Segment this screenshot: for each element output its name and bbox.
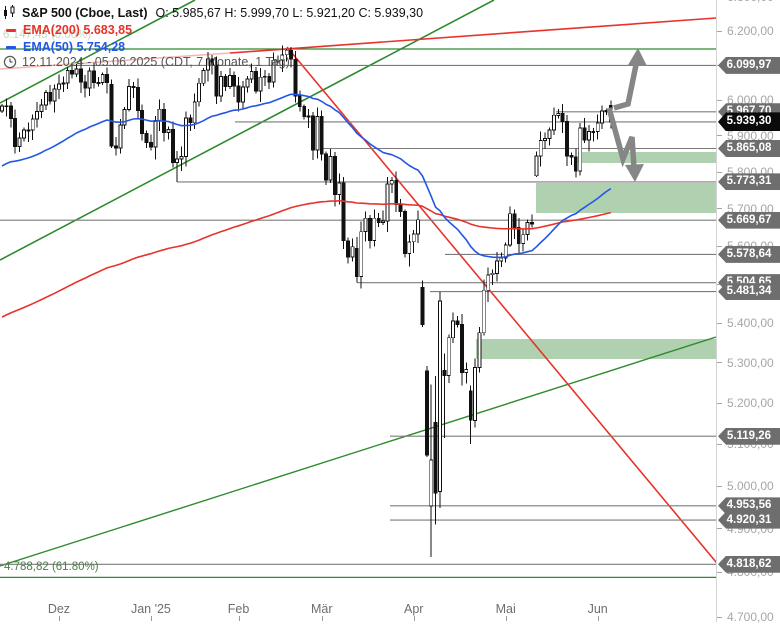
price-level-badge: 5.773,31 [718, 173, 780, 191]
price-tick-label: 5.900,00 [727, 128, 774, 143]
price-tick [717, 362, 722, 364]
price-tick-label: 6.300,00 [727, 0, 774, 4]
price-tick [717, 402, 722, 404]
month-label: Apr [403, 602, 424, 616]
price-tick-label: 5.300,00 [727, 355, 774, 370]
supply-demand-zone [536, 183, 716, 213]
month-label: Mai [495, 602, 516, 616]
price-tick-label: 5.200,00 [727, 396, 774, 411]
price-tick [717, 485, 722, 487]
downtrend-line[interactable] [286, 46, 731, 580]
resistance-trend[interactable] [229, 17, 716, 54]
price-tick [717, 283, 722, 285]
axis-separator [716, 0, 717, 622]
fib-0-label: 6.147,43 (0.00%) [3, 29, 92, 41]
fib-618-label: 4.788,82 (61.80%) [4, 561, 99, 573]
month-label: Mär [310, 602, 333, 616]
month-label: Feb [227, 602, 250, 616]
instrument-title: S&P 500 (Cboe, Last) [22, 5, 148, 20]
price-tick [717, 443, 722, 445]
ema200-line[interactable] [1, 200, 611, 318]
price-axis[interactable]: 6.300,006.200,006.100,006.000,005.900,00… [716, 0, 780, 625]
month-label: Jun [587, 602, 608, 616]
month-tick [505, 616, 507, 621]
month-tick [150, 616, 152, 621]
price-tick [717, 171, 722, 173]
supply-demand-zone [476, 339, 716, 359]
price-level-badge: 4.818,62 [718, 555, 780, 573]
uptrend-long-term[interactable] [0, 336, 716, 567]
price-tick-label: 6.200,00 [727, 24, 774, 38]
supply-demand-zone [578, 152, 716, 163]
resistance-trend-extension[interactable] [0, 52, 231, 70]
price-tick-label: 5.400,00 [727, 316, 774, 331]
projection-arrow-down[interactable] [606, 107, 637, 169]
price-tick [717, 99, 722, 101]
price-tick [717, 135, 722, 137]
price-tick [717, 571, 722, 573]
clock-icon [3, 55, 17, 69]
price-tick-label: 5.000,00 [727, 479, 774, 494]
price-tick [717, 30, 722, 32]
price-level-badge: 5.481,34 [718, 283, 780, 301]
ema200-swatch [6, 28, 16, 32]
month-label: Jan '25 [130, 602, 171, 616]
candlestick-icon [3, 5, 16, 20]
time-axis[interactable]: Dez Jan '25 Feb Mär Apr Mai Jun [0, 592, 780, 625]
month-tick [413, 616, 415, 621]
date-range-label: 12.11.2024 - 05.06.2025 (CDT, 7 Monate, … [22, 55, 290, 69]
price-level-badge: 6.099,97 [718, 56, 780, 74]
price-level-badge: 5.865,08 [718, 139, 780, 157]
price-level-badge: 5.119,26 [718, 427, 780, 445]
price-level-badge: 5.578,64 [718, 245, 780, 263]
arrowhead-down-icon [625, 164, 644, 182]
price-tick [717, 322, 722, 324]
ema50-label[interactable]: EMA(50) 5.754,28 [23, 40, 126, 54]
uptrend-channel-upper[interactable] [0, 0, 196, 104]
price-tick [717, 245, 722, 247]
month-tick [597, 616, 599, 621]
ohlc-readout: O: 5.985,67 H: 5.999,70 L: 5.921,20 C: 5… [155, 5, 424, 20]
last-price-badge: 5.939,30 [718, 112, 780, 132]
ema50-swatch [6, 45, 16, 49]
price-level-badge: 4.953,56 [718, 497, 780, 515]
ema50-line[interactable] [1, 93, 612, 259]
price-level-badge: 4.920,31 [718, 511, 780, 529]
month-tick [58, 616, 60, 621]
arrowhead-up-icon [628, 48, 647, 66]
month-label: Dez [47, 602, 71, 616]
price-tick [717, 528, 722, 530]
month-tick [321, 616, 323, 621]
ema200-label[interactable]: EMA(200) 5.683,85 [23, 23, 133, 37]
price-level-badge: 5.669,67 [718, 211, 780, 229]
month-tick [238, 616, 240, 621]
projection-arrow-up[interactable] [613, 59, 640, 111]
price-tick [717, 208, 722, 210]
uptrend-channel-main[interactable] [0, 0, 495, 261]
price-tick [717, 616, 722, 618]
price-tick-label: 4.700,00 [727, 610, 774, 624]
